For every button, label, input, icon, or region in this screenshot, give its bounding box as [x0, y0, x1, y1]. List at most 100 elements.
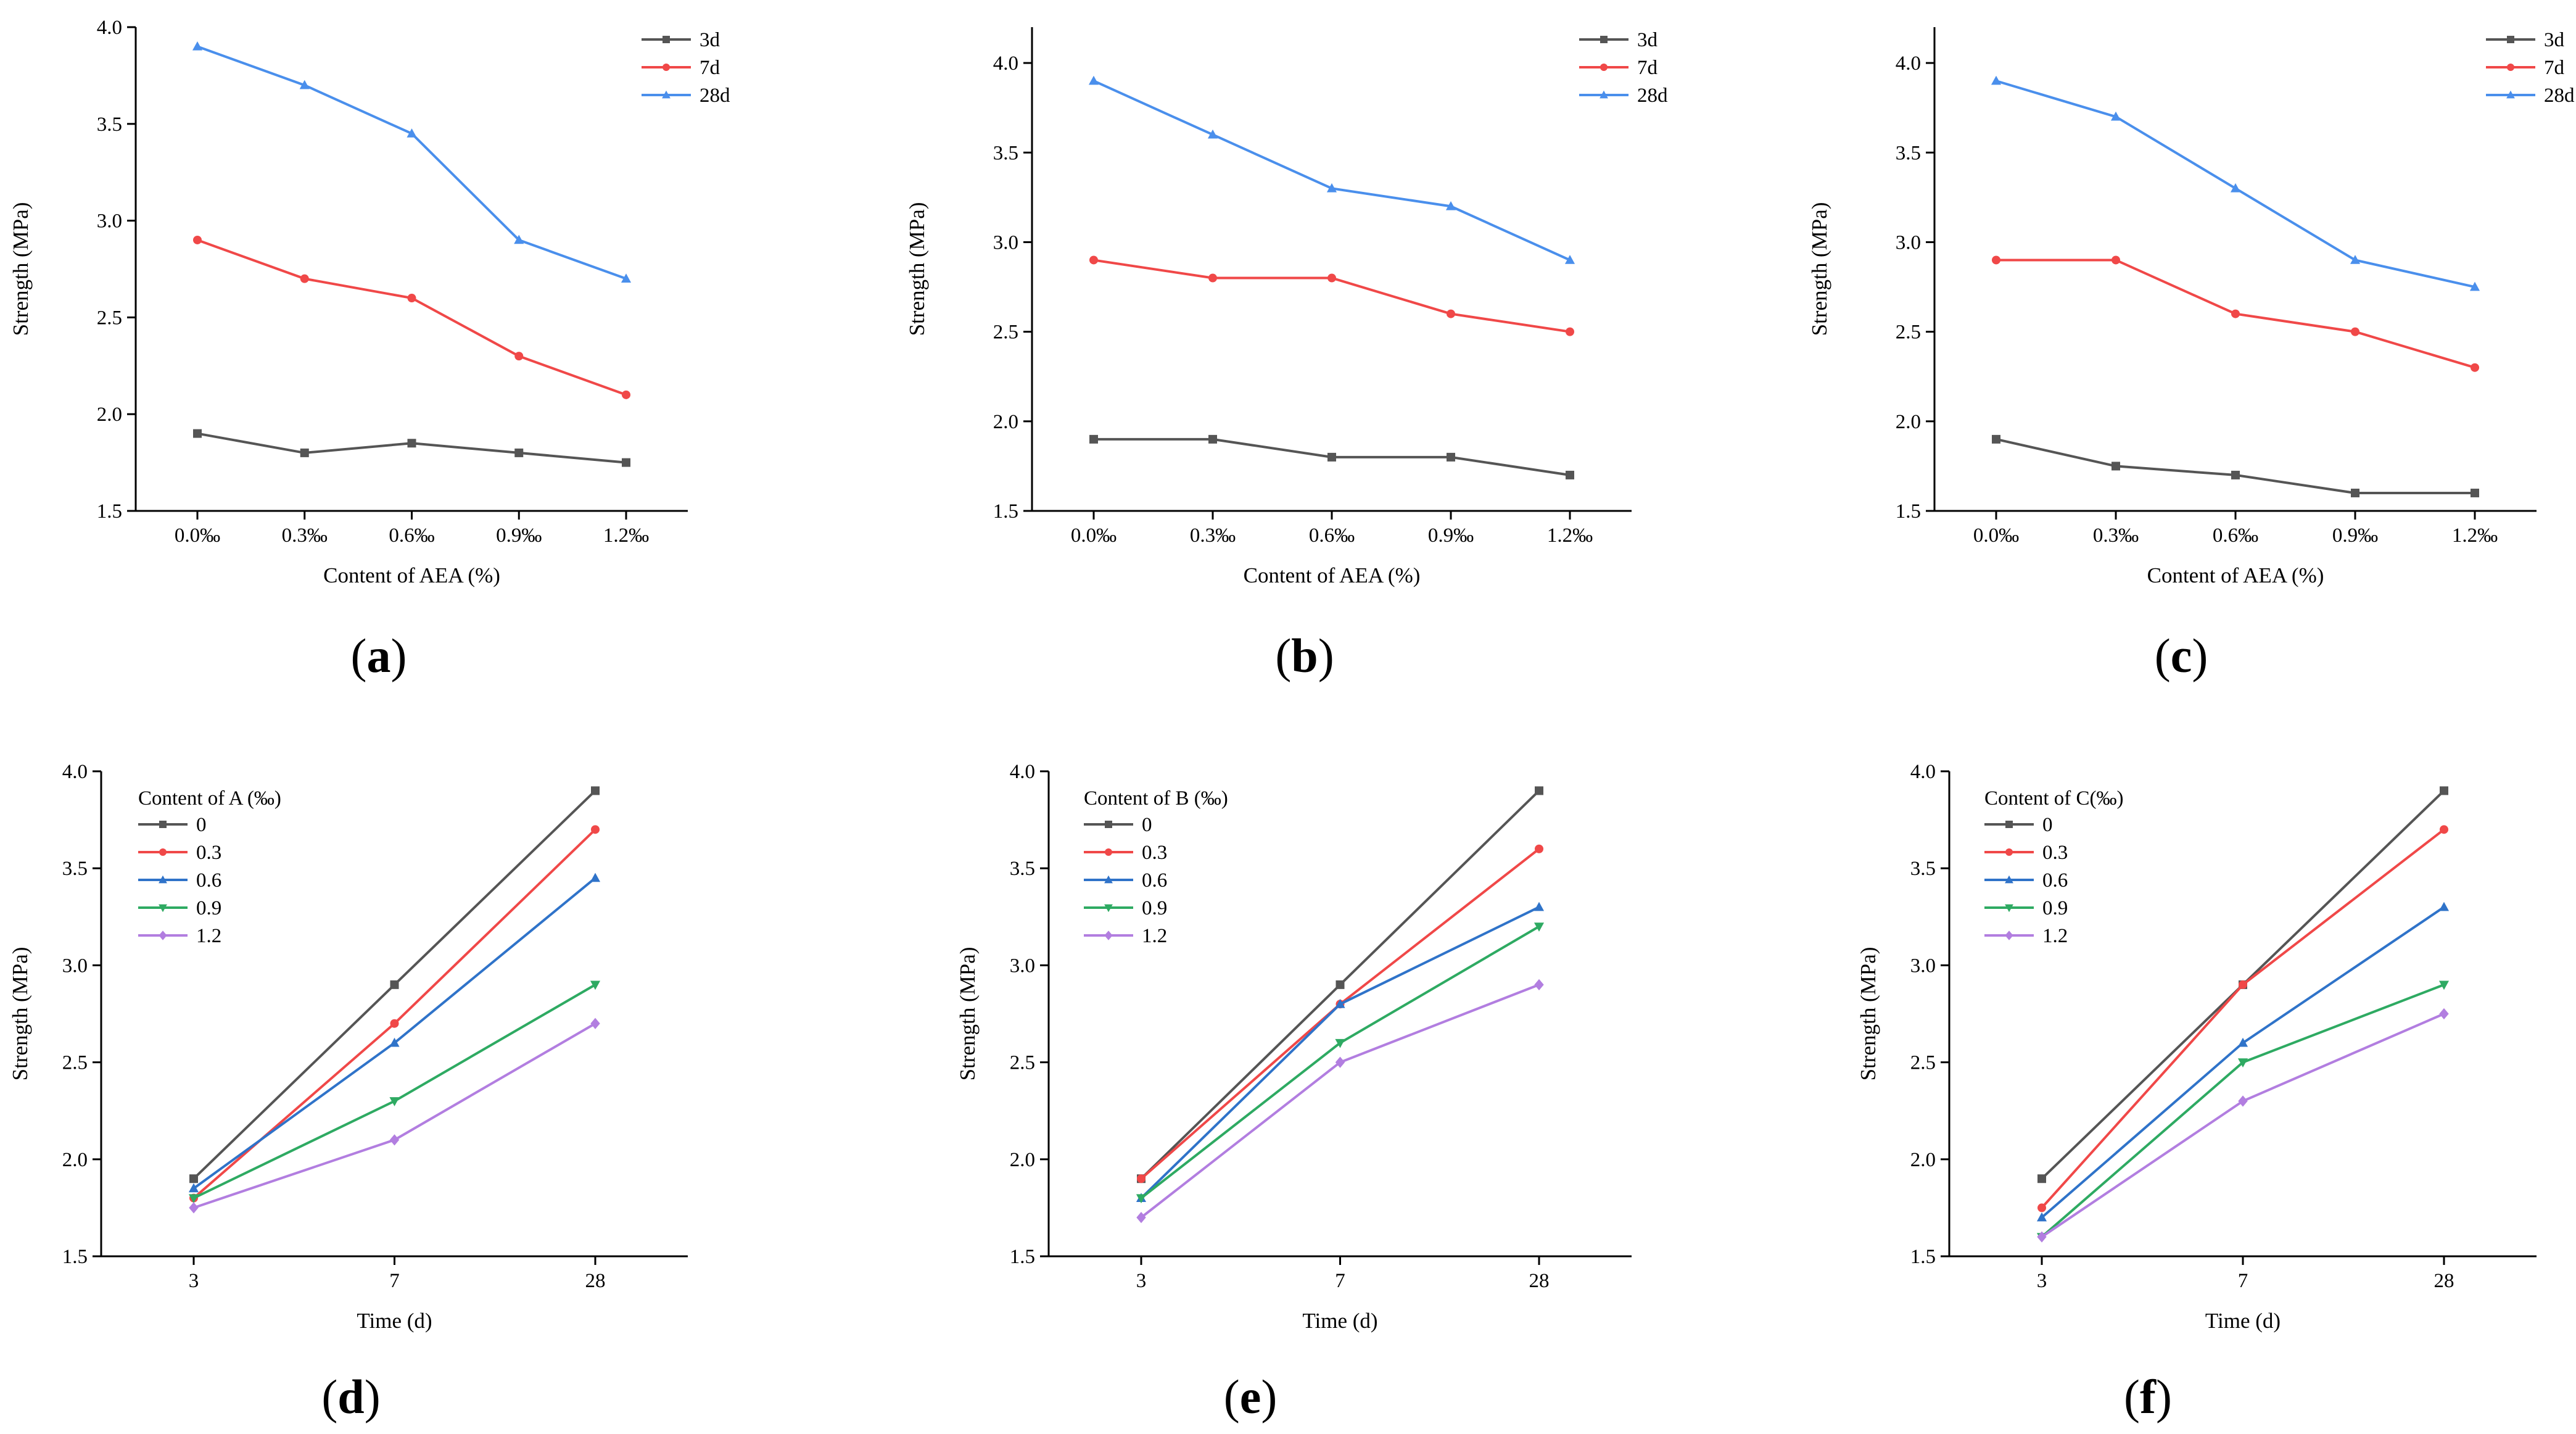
chart-e-legend-marker-0.3 — [1105, 848, 1112, 856]
chart-b-legend-label-28d: 28d — [1637, 85, 1668, 107]
chart-c-point-3d — [2471, 488, 2479, 497]
chart-e-point-0 — [1535, 786, 1543, 795]
chart-f-ytick-label: 2.0 — [1910, 1149, 1936, 1171]
chart-e-point-1.2 — [1534, 979, 1544, 990]
chart-f-legend-marker-1.2 — [2005, 930, 2013, 940]
chart-d-legend-label-1.2: 1.2 — [196, 925, 221, 947]
chart-f-ytick-label: 3.0 — [1910, 955, 1936, 977]
panel-caption-f-letter: f — [2140, 1370, 2156, 1424]
chart-a-series-line-3d — [197, 432, 627, 464]
chart-d-legend-title: Content of A (‰) — [138, 787, 281, 810]
chart-f-xtick-label: 28 — [2434, 1270, 2454, 1292]
chart-b-series-line-28d — [1093, 80, 1571, 262]
chart-b-legend-marker-28d — [1600, 90, 1608, 99]
chart-d-point-0.6 — [389, 1037, 400, 1047]
chart-f-series-line-0.3 — [2041, 828, 2445, 1209]
chart-b: 1.5 2.0 2.5 3.0 3.5 4.0 0.0‰ 0.3‰ 0.6‰ 0.9‰ 1.2‰ Co… — [905, 27, 1668, 587]
chart-f-ytick-label: 3.5 — [1910, 858, 1936, 880]
chart-b-point-3d — [1447, 452, 1455, 462]
chart-b-point-7d — [1327, 273, 1336, 283]
chart-e-ytick-label: 3.5 — [1010, 858, 1035, 880]
chart-d: 1.5 2.0 2.5 3.0 3.5 4.0 3 7 28 Time (d) Strength (… — [8, 761, 688, 1333]
chart-a-legend-label-7d: 7d — [700, 57, 720, 79]
chart-f-legend-label-0.6: 0.6 — [2042, 869, 2068, 892]
chart-e-ytick-label: 2.0 — [1010, 1149, 1035, 1171]
chart-a-point-3d — [300, 448, 309, 457]
chart-d-legend-label-0: 0 — [196, 814, 207, 836]
chart-e-legend-label-0.9: 0.9 — [1142, 897, 1167, 919]
chart-a-point-28d — [192, 41, 203, 51]
chart-f-point-1.2 — [2439, 1008, 2449, 1020]
chart-d-ytick-label: 2.0 — [62, 1149, 88, 1171]
chart-c-point-28d — [2350, 255, 2361, 264]
chart-b-point-3d — [1327, 452, 1336, 462]
chart-e-legend-title: Content of B (‰) — [1084, 787, 1228, 810]
chart-d-point-1.2 — [389, 1134, 400, 1146]
chart-b-point-7d — [1566, 327, 1574, 336]
chart-a-point-3d — [622, 458, 630, 467]
chart-f-point-0.6 — [2438, 901, 2450, 911]
chart-e-series-line-0.6 — [1140, 906, 1540, 1200]
chart-c-y-axis-label: Strength (MPa) — [1807, 202, 1831, 336]
chart-f-point-0.9 — [2438, 980, 2450, 990]
panel-caption-f: (f) — [2124, 1370, 2172, 1424]
chart-c-xtick-label: 0.0‰ — [1973, 524, 2019, 547]
chart-a-point-7d — [193, 235, 202, 244]
chart-c-xtick-label: 0.9‰ — [2332, 524, 2378, 547]
chart-c-ytick-label: 2.5 — [1896, 321, 1921, 344]
chart-e-point-0.9 — [1335, 1038, 1345, 1048]
chart-e-legend-label-0.6: 0.6 — [1142, 869, 1167, 892]
chart-f-legend-marker-0.6 — [2005, 875, 2013, 884]
chart-a-legend-label-28d: 28d — [700, 85, 730, 107]
chart-d-legend-marker-0 — [159, 821, 167, 828]
chart-f-point-1.2 — [2238, 1095, 2248, 1107]
chart-c-point-3d — [2231, 470, 2240, 479]
chart-c: 1.5 2.0 2.5 3.0 3.5 4.0 0.0‰ 0.3‰ 0.6‰ 0.9‰ 1.2‰ Co… — [1807, 27, 2575, 587]
chart-d-point-0.9 — [590, 980, 601, 990]
chart-c-point-3d — [2112, 462, 2120, 471]
chart-b-point-7d — [1208, 273, 1217, 283]
chart-b-point-28d — [1207, 129, 1218, 139]
chart-f-series-line-1.2 — [2041, 1013, 2445, 1238]
chart-e-point-1.2 — [1136, 1212, 1146, 1224]
chart-e-y-axis-label: Strength (MPa) — [956, 947, 980, 1081]
chart-f-point-0 — [2037, 1174, 2046, 1183]
chart-c-xtick-label: 0.3‰ — [2093, 524, 2139, 547]
chart-c-ytick-label: 1.5 — [1896, 500, 1921, 523]
chart-e-legend-label-0.3: 0.3 — [1142, 842, 1167, 864]
chart-d-xtick-label: 7 — [389, 1270, 400, 1292]
chart-c-legend-marker-28d — [2506, 90, 2515, 99]
chart-f-point-0.3 — [2037, 1203, 2046, 1212]
chart-d-legend-label-0.9: 0.9 — [196, 897, 221, 919]
chart-a-point-3d — [193, 429, 202, 438]
chart-a-ytick-label: 3.5 — [97, 114, 122, 136]
chart-b-point-28d — [1445, 201, 1456, 210]
chart-f-legend-marker-0.3 — [2005, 848, 2013, 856]
chart-b-series-line-7d — [1093, 259, 1571, 333]
chart-c-point-28d — [2230, 183, 2241, 193]
chart-d-point-0.6 — [188, 1183, 199, 1193]
chart-c-point-7d — [2112, 255, 2120, 265]
chart-e-legend-marker-0.6 — [1104, 875, 1113, 884]
chart-a-xtick-label: 0.9‰ — [496, 524, 542, 547]
chart-d-xtick-label: 3 — [189, 1270, 199, 1292]
chart-d-x-axis-label: Time (d) — [357, 1309, 432, 1333]
chart-c-point-7d — [2471, 363, 2479, 372]
chart-f-point-0.6 — [2237, 1037, 2248, 1047]
chart-f-point-0.3 — [2440, 825, 2448, 834]
chart-a-point-28d — [299, 80, 310, 89]
chart-f-point-0 — [2440, 786, 2448, 795]
chart-d-legend-marker-0.6 — [159, 875, 167, 884]
chart-f-legend-label-1.2: 1.2 — [2042, 925, 2068, 947]
chart-e-point-0.6 — [1335, 998, 1345, 1008]
chart-b-xtick-label: 0.0‰ — [1071, 524, 1117, 547]
chart-e-x-axis-label: Time (d) — [1302, 1309, 1377, 1333]
chart-b-point-7d — [1447, 309, 1455, 318]
chart-c-point-3d — [2351, 488, 2359, 497]
chart-f: 1.5 2.0 2.5 3.0 3.5 4.0 3 7 28 Time (d) Strength (… — [1856, 761, 2537, 1333]
chart-f-ytick-label: 2.5 — [1910, 1052, 1936, 1074]
chart-c-point-7d — [2351, 327, 2359, 336]
chart-b-point-3d — [1208, 434, 1217, 444]
chart-c-xtick-label: 0.6‰ — [2213, 524, 2258, 547]
